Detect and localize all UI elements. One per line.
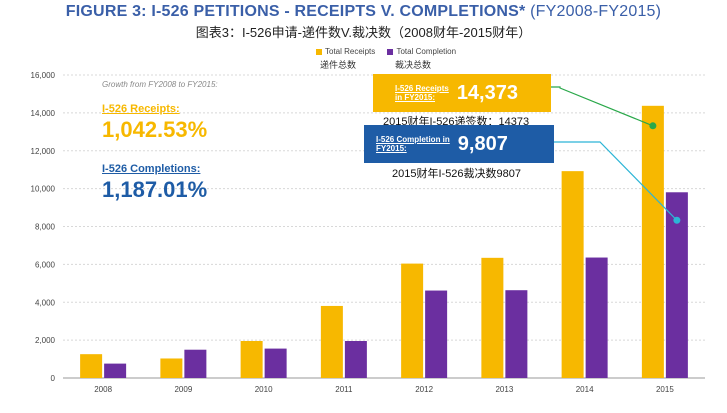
completion-callout-label: I-526 Completion in FY2015: [376,135,450,153]
x-tick-label: 2010 [255,385,273,394]
completion-callout-value: 9,807 [457,132,508,155]
title-english: FIGURE 3: I-526 PETITIONS - RECEIPTS V. … [0,3,727,21]
x-tick-label: 2011 [335,385,353,394]
completion-callout: I-526 Completion in FY2015: 9,807 [364,125,554,163]
bar-receipts [561,171,584,378]
growth-receipts-value: 1,042.53% [102,117,208,142]
y-tick-label: 16,000 [31,71,56,80]
growth-panel: Growth from FY2008 to FY2015: I-526 Rece… [102,80,218,203]
legend-label-completion: Total Completion [396,47,457,56]
receipts-callout: I-526 Receipts in FY2015: 14,373 [373,74,551,112]
legend-cn-completion: 裁决总数 [395,60,432,70]
bar-receipts [481,257,504,378]
completion-callout-dot [673,216,681,224]
title-english-range: (FY2008-FY2015) [530,3,662,20]
bar-completion [585,257,608,378]
receipts-callout-label: I-526 Receipts in FY2015: [395,84,449,102]
growth-completions-value: 1,187.01% [102,177,208,202]
title-english-main: FIGURE 3: I-526 PETITIONS - RECEIPTS V. … [65,3,526,20]
receipts-callout-connector [551,86,654,127]
bar-receipts [401,263,424,378]
y-tick-label: 14,000 [31,109,56,118]
y-tick-label: 6,000 [35,260,56,269]
legend-swatch-receipts [316,48,322,55]
x-tick-label: 2008 [94,385,112,394]
y-tick-label: 8,000 [35,223,56,232]
legend-item-completion: Total Completion [387,47,456,56]
bar-completion [505,290,528,378]
growth-title: Growth from FY2008 to FY2015: [102,80,218,89]
legend-label-receipts: Total Receipts [325,47,376,56]
legend-swatch-completion [387,48,394,55]
bar-completion [344,340,367,378]
legend-item-receipts: Total Receipts [316,47,375,56]
y-tick-label: 0 [51,374,56,383]
x-tick-label: 2013 [495,385,513,394]
growth-receipts-label: I-526 Receipts: [102,103,180,115]
x-tick-label: 2012 [415,385,433,394]
y-tick-label: 10,000 [31,185,56,194]
title-chinese: 图表3：I-526申请-递件数V.裁决数（2008财年-2015财年） [195,25,532,40]
bar-completion [104,363,127,378]
bar-receipts [641,105,664,378]
legend: Total Receipts Total Completion [316,47,466,56]
y-tick-label: 2,000 [35,336,56,345]
bar-receipts [240,340,263,378]
completion-callout-connector [554,141,678,221]
y-tick-label: 12,000 [31,147,56,156]
x-tick-label: 2014 [576,385,594,394]
bar-receipts [80,354,103,378]
bar-completion [665,192,688,378]
x-tick-label: 2015 [656,385,674,394]
growth-completions-label: I-526 Completions: [102,163,201,175]
completion-callout-caption: 2015财年I-526裁决数9807 [392,168,522,180]
bar-receipts [160,358,183,378]
x-tick-label: 2009 [174,385,192,394]
bar-completion [425,290,448,378]
receipts-callout-value: 14,373 [456,81,518,104]
bar-completion [184,349,207,378]
legend-cn-receipts: 递件总数 [320,60,357,70]
chart-title: FIGURE 3: I-526 PETITIONS - RECEIPTS V. … [0,3,727,41]
bar-completion [264,348,287,378]
y-tick-label: 4,000 [35,298,56,307]
bar-receipts [320,305,343,378]
receipts-callout-dot [649,122,657,130]
